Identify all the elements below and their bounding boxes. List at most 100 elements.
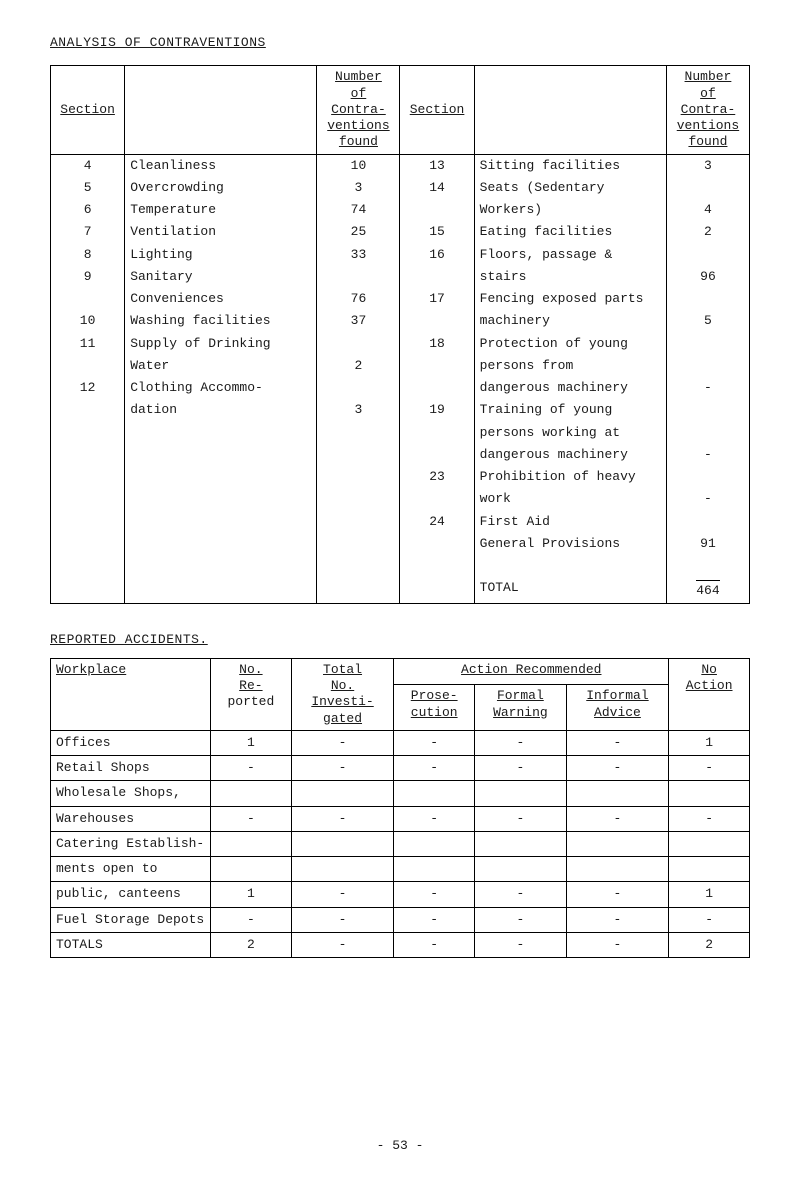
table-row: 6Temperature74Workers)4 <box>51 199 750 221</box>
section-desc: Prohibition of heavy <box>474 466 666 488</box>
section-count: 91 <box>666 533 749 555</box>
col-workplace: Workplace <box>56 662 126 677</box>
section-desc <box>125 444 317 466</box>
section-num <box>400 310 474 332</box>
section-count: 76 <box>317 288 400 310</box>
section-desc: Water <box>125 355 317 377</box>
section-num <box>400 422 474 444</box>
cell-reported: - <box>211 806 292 831</box>
cell-prosecution: - <box>394 882 475 907</box>
section-desc <box>125 533 317 555</box>
section-num: 5 <box>51 177 125 199</box>
section-count: 10 <box>317 154 400 177</box>
section-num: 4 <box>51 154 125 177</box>
section-desc: First Aid <box>474 511 666 533</box>
section-num <box>400 355 474 377</box>
cell-formal <box>475 781 567 806</box>
table-row: dation319Training of young <box>51 399 750 421</box>
totals-label: TOTALS <box>51 932 211 957</box>
total-value: 464 <box>666 577 749 603</box>
section-desc: stairs <box>474 266 666 288</box>
section-num <box>400 266 474 288</box>
section-desc: dangerous machinery <box>474 444 666 466</box>
cell-formal: - <box>475 882 567 907</box>
table-row: 12Clothing Accommo-dangerous machinery- <box>51 377 750 399</box>
section-num <box>51 488 125 510</box>
section-desc: dation <box>125 399 317 421</box>
table-row: public, canteens1----1 <box>51 882 750 907</box>
section-desc: Washing facilities <box>125 310 317 332</box>
section-count: 4 <box>666 199 749 221</box>
table-row: 10Washing facilities37machinery5 <box>51 310 750 332</box>
section-num <box>51 422 125 444</box>
section-num: 18 <box>400 333 474 355</box>
col-section-left: Section <box>60 102 115 117</box>
table-row: 11Supply of Drinking18Protection of youn… <box>51 333 750 355</box>
section-count: 2 <box>666 221 749 243</box>
section-count <box>317 466 400 488</box>
cell-investigated: - <box>291 730 394 755</box>
totals-reported: 2 <box>211 932 292 957</box>
totals-noaction: 2 <box>669 932 750 957</box>
workplace-name: Retail Shops <box>51 756 211 781</box>
cell-informal: - <box>566 730 669 755</box>
table-row: General Provisions91 <box>51 533 750 555</box>
cell-investigated: - <box>291 882 394 907</box>
section-desc: persons working at <box>474 422 666 444</box>
cell-informal: - <box>566 882 669 907</box>
section-num <box>51 466 125 488</box>
section-count: 3 <box>317 177 400 199</box>
section-count <box>317 422 400 444</box>
cell-prosecution: - <box>394 907 475 932</box>
cell-investigated <box>291 831 394 856</box>
section-desc <box>125 511 317 533</box>
section-count: 2 <box>317 355 400 377</box>
section-count <box>666 355 749 377</box>
contraventions-table: Section Number of Contra- ventions found… <box>50 65 750 603</box>
section-count <box>317 444 400 466</box>
section-count <box>317 266 400 288</box>
workplace-name: Catering Establish- <box>51 831 211 856</box>
section-count: 3 <box>666 154 749 177</box>
col-action-group: Action Recommended <box>461 662 601 677</box>
section-count <box>317 533 400 555</box>
table-row: Wholesale Shops, <box>51 781 750 806</box>
col-prosecution: Prose- cution <box>394 685 475 730</box>
col-count-left: Number of Contra- ventions found <box>317 66 400 154</box>
section-count <box>317 511 400 533</box>
cell-informal <box>566 831 669 856</box>
cell-informal: - <box>566 806 669 831</box>
section-desc <box>125 422 317 444</box>
totals-investigated: - <box>291 932 394 957</box>
section-num <box>51 533 125 555</box>
section-desc: Cleanliness <box>125 154 317 177</box>
section-desc: General Provisions <box>474 533 666 555</box>
section-count <box>666 177 749 199</box>
section-count: 96 <box>666 266 749 288</box>
section-desc: persons from <box>474 355 666 377</box>
section-num: 15 <box>400 221 474 243</box>
section-num: 17 <box>400 288 474 310</box>
section-desc: machinery <box>474 310 666 332</box>
cell-noaction: - <box>669 806 750 831</box>
section-num <box>51 355 125 377</box>
section-count: 3 <box>317 399 400 421</box>
section-desc: Overcrowding <box>125 177 317 199</box>
page-footer: - 53 - <box>50 1138 750 1154</box>
table-row: 23Prohibition of heavy <box>51 466 750 488</box>
section-desc: Floors, passage & <box>474 244 666 266</box>
col-formal: Formal Warning <box>475 685 567 730</box>
col-informal: Informal Advice <box>566 685 669 730</box>
table-row: Retail Shops------ <box>51 756 750 781</box>
section-num: 14 <box>400 177 474 199</box>
section-num: 8 <box>51 244 125 266</box>
cell-prosecution <box>394 831 475 856</box>
cell-reported: 1 <box>211 882 292 907</box>
section-desc: Conveniences <box>125 288 317 310</box>
section-count: - <box>666 444 749 466</box>
cell-formal: - <box>475 730 567 755</box>
section-count: 25 <box>317 221 400 243</box>
section-desc <box>125 488 317 510</box>
cell-reported: - <box>211 756 292 781</box>
table-row: 24First Aid <box>51 511 750 533</box>
